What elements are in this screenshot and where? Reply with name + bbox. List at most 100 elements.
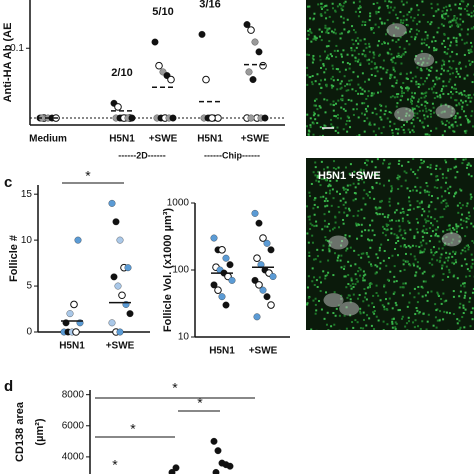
speckle	[420, 285, 423, 288]
speckle	[469, 48, 472, 51]
speckle	[357, 297, 360, 300]
speckle	[423, 189, 426, 192]
speckle	[312, 17, 315, 20]
speckle	[432, 254, 435, 257]
speckle	[362, 197, 365, 200]
speckle	[447, 275, 450, 278]
speckle	[422, 92, 425, 95]
speckle	[424, 107, 427, 110]
speckle	[456, 124, 459, 127]
speckle	[381, 213, 384, 216]
speckle	[323, 213, 326, 216]
speckle	[332, 20, 335, 23]
speckle	[391, 84, 394, 87]
speckle	[393, 76, 396, 79]
data-point	[124, 264, 132, 272]
speckle	[308, 5, 311, 8]
speckle	[449, 44, 452, 47]
speckle	[463, 296, 466, 299]
speckle	[405, 23, 408, 26]
speckle	[356, 321, 359, 324]
data-point	[114, 103, 122, 111]
speckle	[389, 96, 392, 99]
speckle	[421, 208, 424, 211]
speckle	[403, 91, 406, 94]
speckle	[435, 48, 438, 51]
group-label: ------Chip------	[204, 150, 260, 160]
speckle	[339, 82, 342, 85]
speckle	[405, 246, 408, 249]
speckle	[406, 86, 409, 89]
speckle	[439, 216, 442, 219]
data-point	[208, 114, 216, 122]
y-axis-title: Follicle Vol. (x1000 µm³)	[162, 208, 174, 332]
speckle	[391, 187, 394, 190]
speckle	[453, 117, 456, 120]
speckle	[342, 218, 345, 221]
speckle	[419, 327, 422, 330]
speckle	[471, 81, 474, 84]
speckle	[311, 280, 314, 283]
speckle	[351, 282, 354, 285]
speckle	[436, 3, 439, 6]
speckle	[326, 56, 329, 59]
speckle	[369, 15, 372, 18]
speckle	[414, 313, 417, 316]
speckle	[332, 100, 335, 103]
speckle	[466, 118, 469, 121]
speckle	[364, 229, 367, 232]
speckle	[399, 286, 402, 289]
speckle	[343, 275, 346, 278]
speckle	[383, 22, 386, 25]
speckle	[458, 328, 461, 330]
speckle	[416, 265, 419, 268]
speckle	[375, 292, 378, 295]
speckle	[423, 126, 426, 129]
speckle	[391, 326, 394, 329]
speckle	[359, 11, 362, 14]
speckle	[323, 219, 326, 222]
speckle	[368, 261, 371, 264]
data-point	[118, 291, 126, 300]
speckle	[400, 125, 403, 128]
speckle	[335, 68, 338, 71]
speckle	[462, 20, 465, 23]
speckle	[326, 311, 329, 314]
speckle	[364, 107, 367, 110]
speckle	[377, 294, 380, 297]
speckle	[327, 329, 330, 330]
speckle	[391, 57, 394, 60]
speckle	[412, 262, 415, 265]
speckle	[375, 66, 378, 69]
speckle	[312, 58, 315, 61]
speckle	[331, 75, 334, 78]
speckle	[455, 53, 458, 56]
speckle	[393, 96, 396, 99]
speckle	[333, 49, 336, 52]
speckle	[400, 95, 403, 98]
speckle	[463, 53, 466, 56]
speckle	[334, 9, 337, 12]
speckle	[315, 309, 318, 312]
speckle	[441, 59, 444, 62]
speckle	[412, 158, 415, 161]
speckle	[464, 291, 467, 294]
speckle	[389, 162, 392, 165]
data-point	[155, 61, 163, 70]
speckle	[339, 32, 342, 35]
speckle	[332, 312, 335, 315]
speckle	[322, 127, 325, 130]
speckle	[428, 262, 431, 265]
speckle	[358, 134, 361, 136]
speckle	[416, 301, 419, 304]
speckle	[470, 265, 473, 268]
speckle	[439, 256, 442, 259]
speckle	[336, 256, 339, 259]
speckle	[440, 64, 443, 67]
speckle	[397, 162, 400, 165]
speckle	[419, 83, 422, 86]
speckle	[313, 104, 316, 107]
speckle	[352, 286, 355, 289]
speckle	[423, 250, 426, 253]
speckle	[337, 68, 340, 71]
